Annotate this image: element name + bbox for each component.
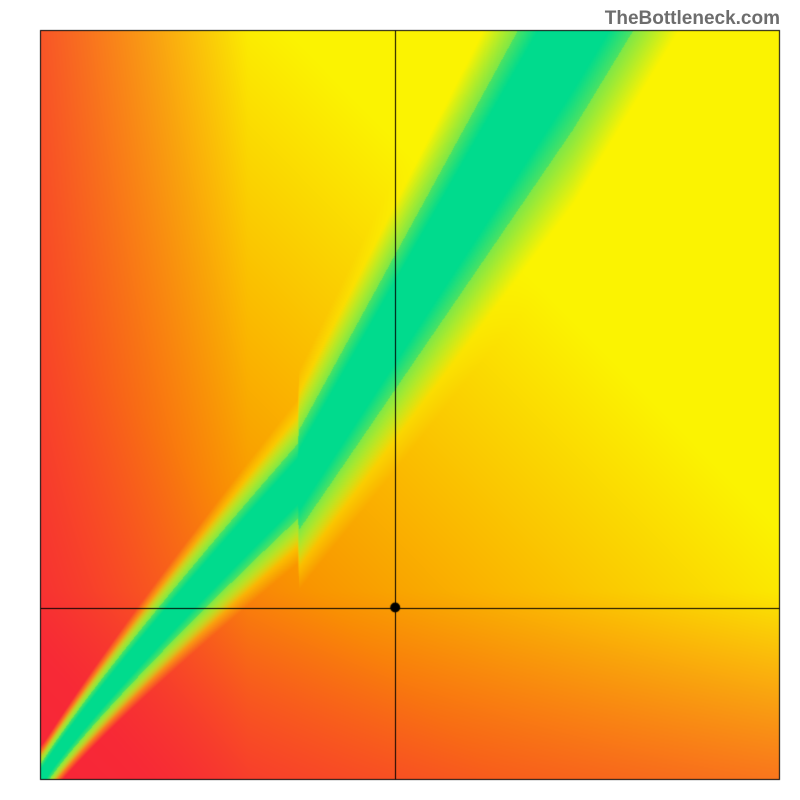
chart-container: TheBottleneck.com: [0, 0, 800, 800]
bottleneck-heatmap: [0, 0, 800, 800]
watermark-text: TheBottleneck.com: [605, 8, 780, 30]
